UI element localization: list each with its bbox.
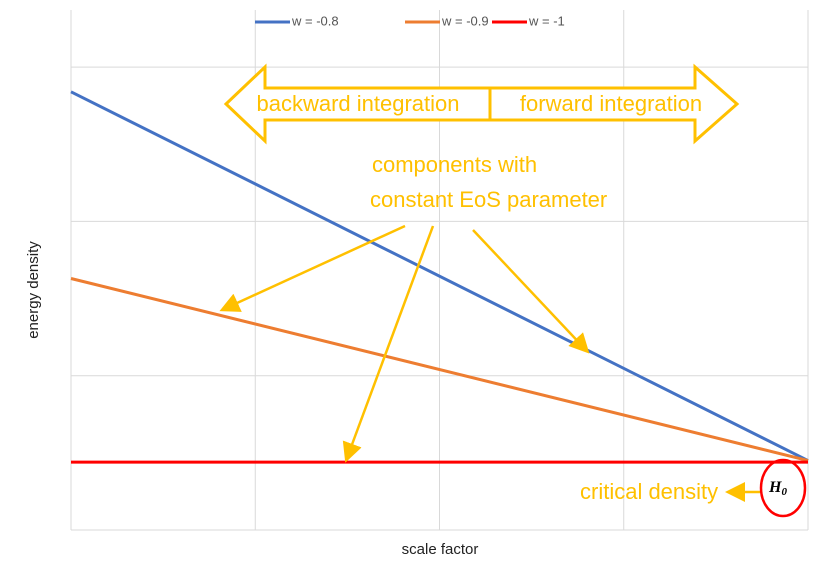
double-arrow: [223, 63, 740, 145]
h0-circle: [759, 458, 807, 518]
legend: w = -0.8 w = -0.9 w = -1: [255, 13, 565, 28]
h0-subscript: 0: [781, 486, 787, 498]
forward-label: forward integration: [520, 91, 702, 116]
series-line: [70, 90, 809, 462]
series: [70, 90, 809, 464]
legend-label: w = -1: [528, 13, 565, 28]
x-axis-label: scale factor: [402, 541, 479, 558]
legend-label: w = -0.9: [441, 13, 489, 28]
critical-label: critical density: [580, 479, 718, 504]
y-axis-label: energy density: [25, 241, 42, 339]
h0-symbol: H: [768, 479, 782, 496]
backward-label: backward integration: [256, 91, 459, 116]
components-label: constant EoS parameter: [370, 187, 607, 212]
legend-label: w = -0.8: [291, 13, 339, 28]
series-line: [70, 277, 809, 463]
components-label: components with: [372, 152, 537, 177]
h0-label: H0: [768, 479, 787, 498]
pointer-arrows: [219, 224, 760, 502]
